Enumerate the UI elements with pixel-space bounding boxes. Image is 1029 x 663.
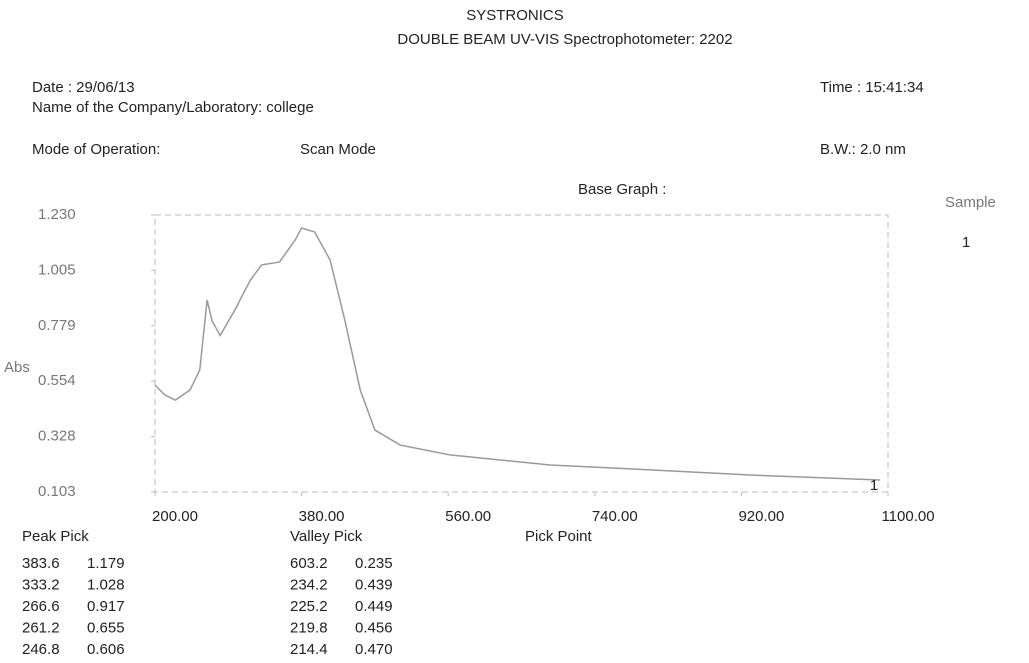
x-tick-label: 380.00 xyxy=(299,508,345,525)
table-cell: 0.917 xyxy=(87,598,125,615)
x-tick-label: 920.00 xyxy=(738,508,784,525)
y-tick-label: 1.230 xyxy=(38,206,76,223)
time: Time : 15:41:34 xyxy=(820,79,924,96)
y-tick-label: 0.554 xyxy=(38,372,76,389)
table-cell: 0.470 xyxy=(355,641,393,658)
table-cell: 234.2 xyxy=(290,576,328,593)
sample-label: Sample xyxy=(945,194,996,211)
table-cell: 0.449 xyxy=(355,598,393,615)
subtitle: DOUBLE BEAM UV-VIS Spectrophotometer: 22… xyxy=(397,31,732,48)
table-header: Valley Pick xyxy=(290,528,363,545)
x-tick-label: 740.00 xyxy=(592,508,638,525)
table-cell: 219.8 xyxy=(290,619,328,636)
table-cell: 0.439 xyxy=(355,576,393,593)
table-cell: 261.2 xyxy=(22,619,60,636)
sample-number: 1 xyxy=(962,234,970,251)
y-axis-label: Abs xyxy=(4,359,30,376)
company: Name of the Company/Laboratory: college xyxy=(32,99,314,116)
table-cell: 214.4 xyxy=(290,641,328,658)
date: Date : 29/06/13 xyxy=(32,79,135,96)
y-tick-label: 0.103 xyxy=(38,483,76,500)
plot-frame xyxy=(154,214,889,493)
y-tick-label: 0.779 xyxy=(38,317,76,334)
mode-label: Mode of Operation: xyxy=(32,141,160,158)
base-graph: Base Graph : xyxy=(578,181,666,198)
table-cell: 1.179 xyxy=(87,555,125,572)
table-cell: 266.6 xyxy=(22,598,60,615)
y-tick-label: 1.005 xyxy=(38,261,76,278)
table-header: Peak Pick xyxy=(22,528,89,545)
table-cell: 333.2 xyxy=(22,576,60,593)
x-tick-label: 560.00 xyxy=(445,508,491,525)
table-cell: 0.606 xyxy=(87,641,125,658)
spectrum-line xyxy=(154,227,880,481)
y-tick-label: 0.328 xyxy=(38,428,76,445)
mode-value: Scan Mode xyxy=(300,141,376,158)
table-cell: 603.2 xyxy=(290,555,328,572)
table-cell: 0.456 xyxy=(355,619,393,636)
table-cell: 0.655 xyxy=(87,619,125,636)
table-cell: 246.8 xyxy=(22,641,60,658)
table-header: Pick Point xyxy=(525,528,593,545)
bandwidth: B.W.: 2.0 nm xyxy=(820,141,906,158)
table-cell: 1.028 xyxy=(87,576,125,593)
curve-label: 1 xyxy=(870,477,878,494)
table-cell: 383.6 xyxy=(22,555,60,572)
title: SYSTRONICS xyxy=(466,7,564,24)
table-cell: 0.235 xyxy=(355,555,393,572)
table-cell: 225.2 xyxy=(290,598,328,615)
x-tick-label: 1100.00 xyxy=(881,508,934,525)
x-tick-label: 200.00 xyxy=(152,508,198,525)
